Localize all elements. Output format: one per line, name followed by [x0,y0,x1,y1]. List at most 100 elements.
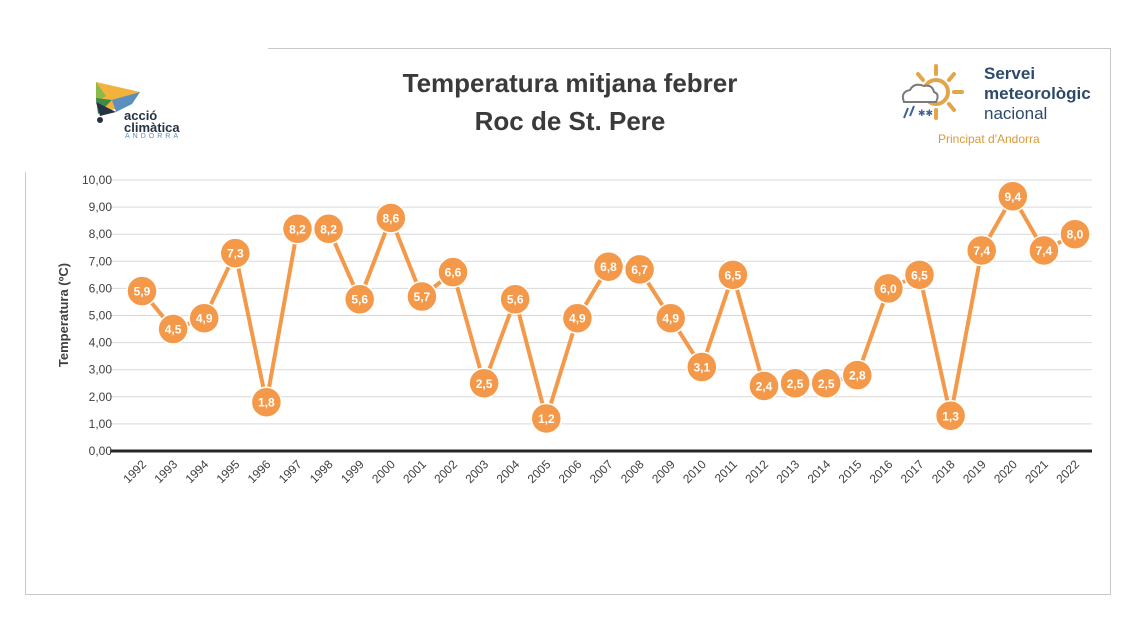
y-axis-label: Temperatura (ºC) [56,263,71,367]
data-point [748,370,780,402]
data-point [250,386,283,418]
x-tick-label: 2021 [1022,457,1051,486]
data-point [157,313,189,345]
x-tick-label: 2002 [431,457,460,486]
logo-text: nacional [984,104,1048,123]
x-tick-label: 1995 [214,457,243,486]
data-label: 9,4 [1004,190,1021,204]
logo-text: climàtica [124,120,180,135]
data-label: 2,8 [849,369,866,383]
x-tick-label: 1992 [120,457,149,486]
data-label: 2,4 [756,379,773,393]
data-point [686,351,718,383]
y-tick-label: 2,00 [89,390,113,404]
x-tick-label: 1997 [276,457,305,486]
data-label: 4,9 [662,312,679,326]
x-tick-label: 2017 [898,457,927,486]
x-tick-label: 2006 [556,457,585,486]
data-label: 1,3 [942,409,959,423]
data-point [343,283,376,315]
data-point [997,180,1029,213]
y-tick-label: 7,00 [89,254,113,268]
data-label: 8,2 [320,222,337,236]
x-tick-label: 1998 [307,457,336,486]
data-label: 5,7 [414,290,431,304]
data-point [312,213,345,245]
x-tick-label: 2014 [805,457,834,486]
x-tick-label: 2016 [867,457,896,486]
data-point [468,367,500,399]
x-tick-label: 2000 [369,457,398,486]
data-label: 4,5 [165,323,182,337]
data-label: 4,9 [569,312,586,326]
x-tick-label: 1994 [183,457,212,486]
data-point [126,275,158,307]
smn-name: Servei meteorològic nacional [984,64,1091,124]
y-tick-label: 10,00 [82,173,112,187]
y-tick-label: 9,00 [89,200,113,214]
y-tick-label: 1,00 [89,417,113,431]
y-tick-label: 8,00 [89,227,113,241]
data-label: 7,4 [1036,244,1053,258]
data-point [841,359,874,391]
y-tick-label: 5,00 [89,309,113,323]
x-tick-label: 2003 [462,457,491,486]
data-point [561,302,594,334]
data-point [281,213,314,245]
data-point [779,367,811,399]
data-label: 6,5 [911,268,928,282]
data-point [219,237,252,269]
data-point [375,202,407,234]
svg-text:✱✱: ✱✱ [918,108,933,118]
y-tick-label: 4,00 [89,336,113,350]
data-point [903,259,936,291]
data-point [654,302,687,334]
data-label: 6,0 [880,282,897,296]
data-point [934,400,967,432]
x-tick-label: 2020 [991,457,1020,486]
x-tick-label: 2010 [680,457,709,486]
data-label: 6,8 [600,260,617,274]
x-tick-label: 2005 [525,457,554,486]
data-point [872,272,905,305]
data-label: 8,0 [1067,228,1084,242]
x-tick-label: 2007 [587,457,616,486]
data-label: 2,5 [476,377,493,391]
x-tick-label: 2001 [400,457,429,486]
title-line-1: Temperatura mitjana febrer [402,68,738,98]
frame-border [268,48,1110,49]
x-tick-label: 2012 [742,457,771,486]
y-tick-label: 3,00 [89,363,113,377]
data-point [437,256,469,288]
data-label: 1,8 [258,396,275,410]
data-point [965,234,998,267]
x-tick-label: 1996 [245,457,274,486]
y-tick-label: 6,00 [89,281,113,295]
data-point [1059,218,1091,250]
y-tick-label: 0,00 [89,444,113,458]
data-label: 6,7 [631,263,648,277]
logo-text: acció [124,108,158,123]
data-point [1028,234,1060,267]
x-tick-label: 2019 [960,457,989,486]
data-point [623,253,656,286]
data-label: 5,6 [507,293,524,307]
x-tick-label: 2009 [649,457,678,486]
data-label: 8,2 [289,222,306,236]
data-label: 2,5 [818,377,835,391]
x-tick-label: 1993 [151,457,180,486]
accio-climatica-logo: acció climàtica ANDORRA [92,78,180,140]
data-label: 8,6 [382,211,399,225]
data-label: 7,3 [227,247,244,261]
data-label: 3,1 [693,360,710,374]
data-label: 5,6 [351,293,368,307]
logo-text: meteorològic [984,84,1091,103]
data-point [592,250,625,283]
x-tick-label: 2008 [618,457,647,486]
chart-title: Temperatura mitjana febrer Roc de St. Pe… [330,64,810,140]
data-point [188,302,220,334]
x-tick-label: 2022 [1053,457,1082,486]
x-tick-label: 2013 [773,457,802,486]
